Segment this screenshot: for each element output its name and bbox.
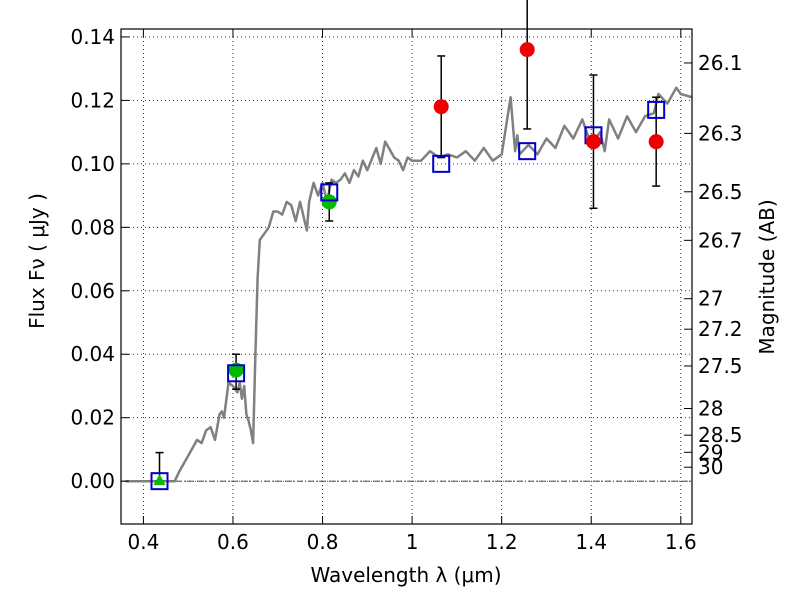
magnitude-tick-label: 26.7 [698, 228, 743, 252]
green-point [228, 362, 244, 378]
y-tick-label: 0.12 [70, 88, 115, 112]
y-tick-label: 0.00 [70, 469, 115, 493]
magnitude-tick-label: 30 [698, 455, 723, 479]
model-square [227, 364, 246, 383]
x-tick-label: 1.4 [575, 530, 607, 554]
grid [121, 29, 692, 524]
tick-labels: 0.4 0.6 0.8 1 1.2 1.4 1.6 0.00 0.02 0.04 0.06 0.08 0… [70, 25, 742, 554]
model-square [518, 142, 537, 161]
y-tick-label: 0.02 [70, 406, 115, 430]
magnitude-tick-label: 26.5 [698, 180, 743, 204]
x-tick-label: 0.8 [307, 530, 339, 554]
model-square [647, 100, 666, 119]
x-tick-label: 0.4 [127, 530, 159, 554]
model-square [432, 154, 451, 173]
magnitude-tick-label: 27.2 [698, 317, 743, 341]
detection-point [433, 99, 449, 115]
data-markers [150, 42, 666, 491]
detection-point [648, 134, 664, 150]
x-axis-title: Wavelength λ (μm) [310, 563, 501, 587]
detection-point [585, 134, 601, 150]
x-tick-label: 1 [406, 530, 419, 554]
y-tick-label: 0.04 [70, 342, 115, 366]
spectrum-line [125, 86, 693, 483]
magnitude-tick-label: 26.3 [698, 121, 743, 145]
y-tick-label: 0.10 [70, 152, 115, 176]
magnitude-tick-label: 27.5 [698, 354, 743, 378]
y-axis-title: Flux Fν ( μJy ) [25, 193, 49, 329]
plot-frame [120, 28, 693, 525]
y-tick-label: 0.06 [70, 279, 115, 303]
spectrum-series [125, 86, 693, 483]
y-tick-label: 0.08 [70, 215, 115, 239]
green-point [321, 194, 337, 210]
magnitude-tick-label: 29 [698, 440, 723, 464]
magnitude-tick-label: 26.1 [698, 51, 743, 75]
model-square [320, 183, 339, 202]
magnitude-axis-title: Magnitude (AB) [755, 199, 779, 354]
x-tick-label: 0.6 [217, 530, 249, 554]
model-square [150, 472, 169, 491]
magnitude-tick-label: 28 [698, 397, 723, 421]
detection-point [519, 42, 535, 58]
magnitude-tick-label: 27 [698, 287, 723, 311]
axis-ticks [121, 29, 692, 524]
x-tick-label: 1.6 [665, 530, 697, 554]
y-tick-label: 0.14 [70, 25, 115, 49]
x-tick-label: 1.2 [486, 530, 518, 554]
magnitude-tick-label: 28.5 [698, 423, 743, 447]
upper-limit-triangle [153, 474, 166, 486]
